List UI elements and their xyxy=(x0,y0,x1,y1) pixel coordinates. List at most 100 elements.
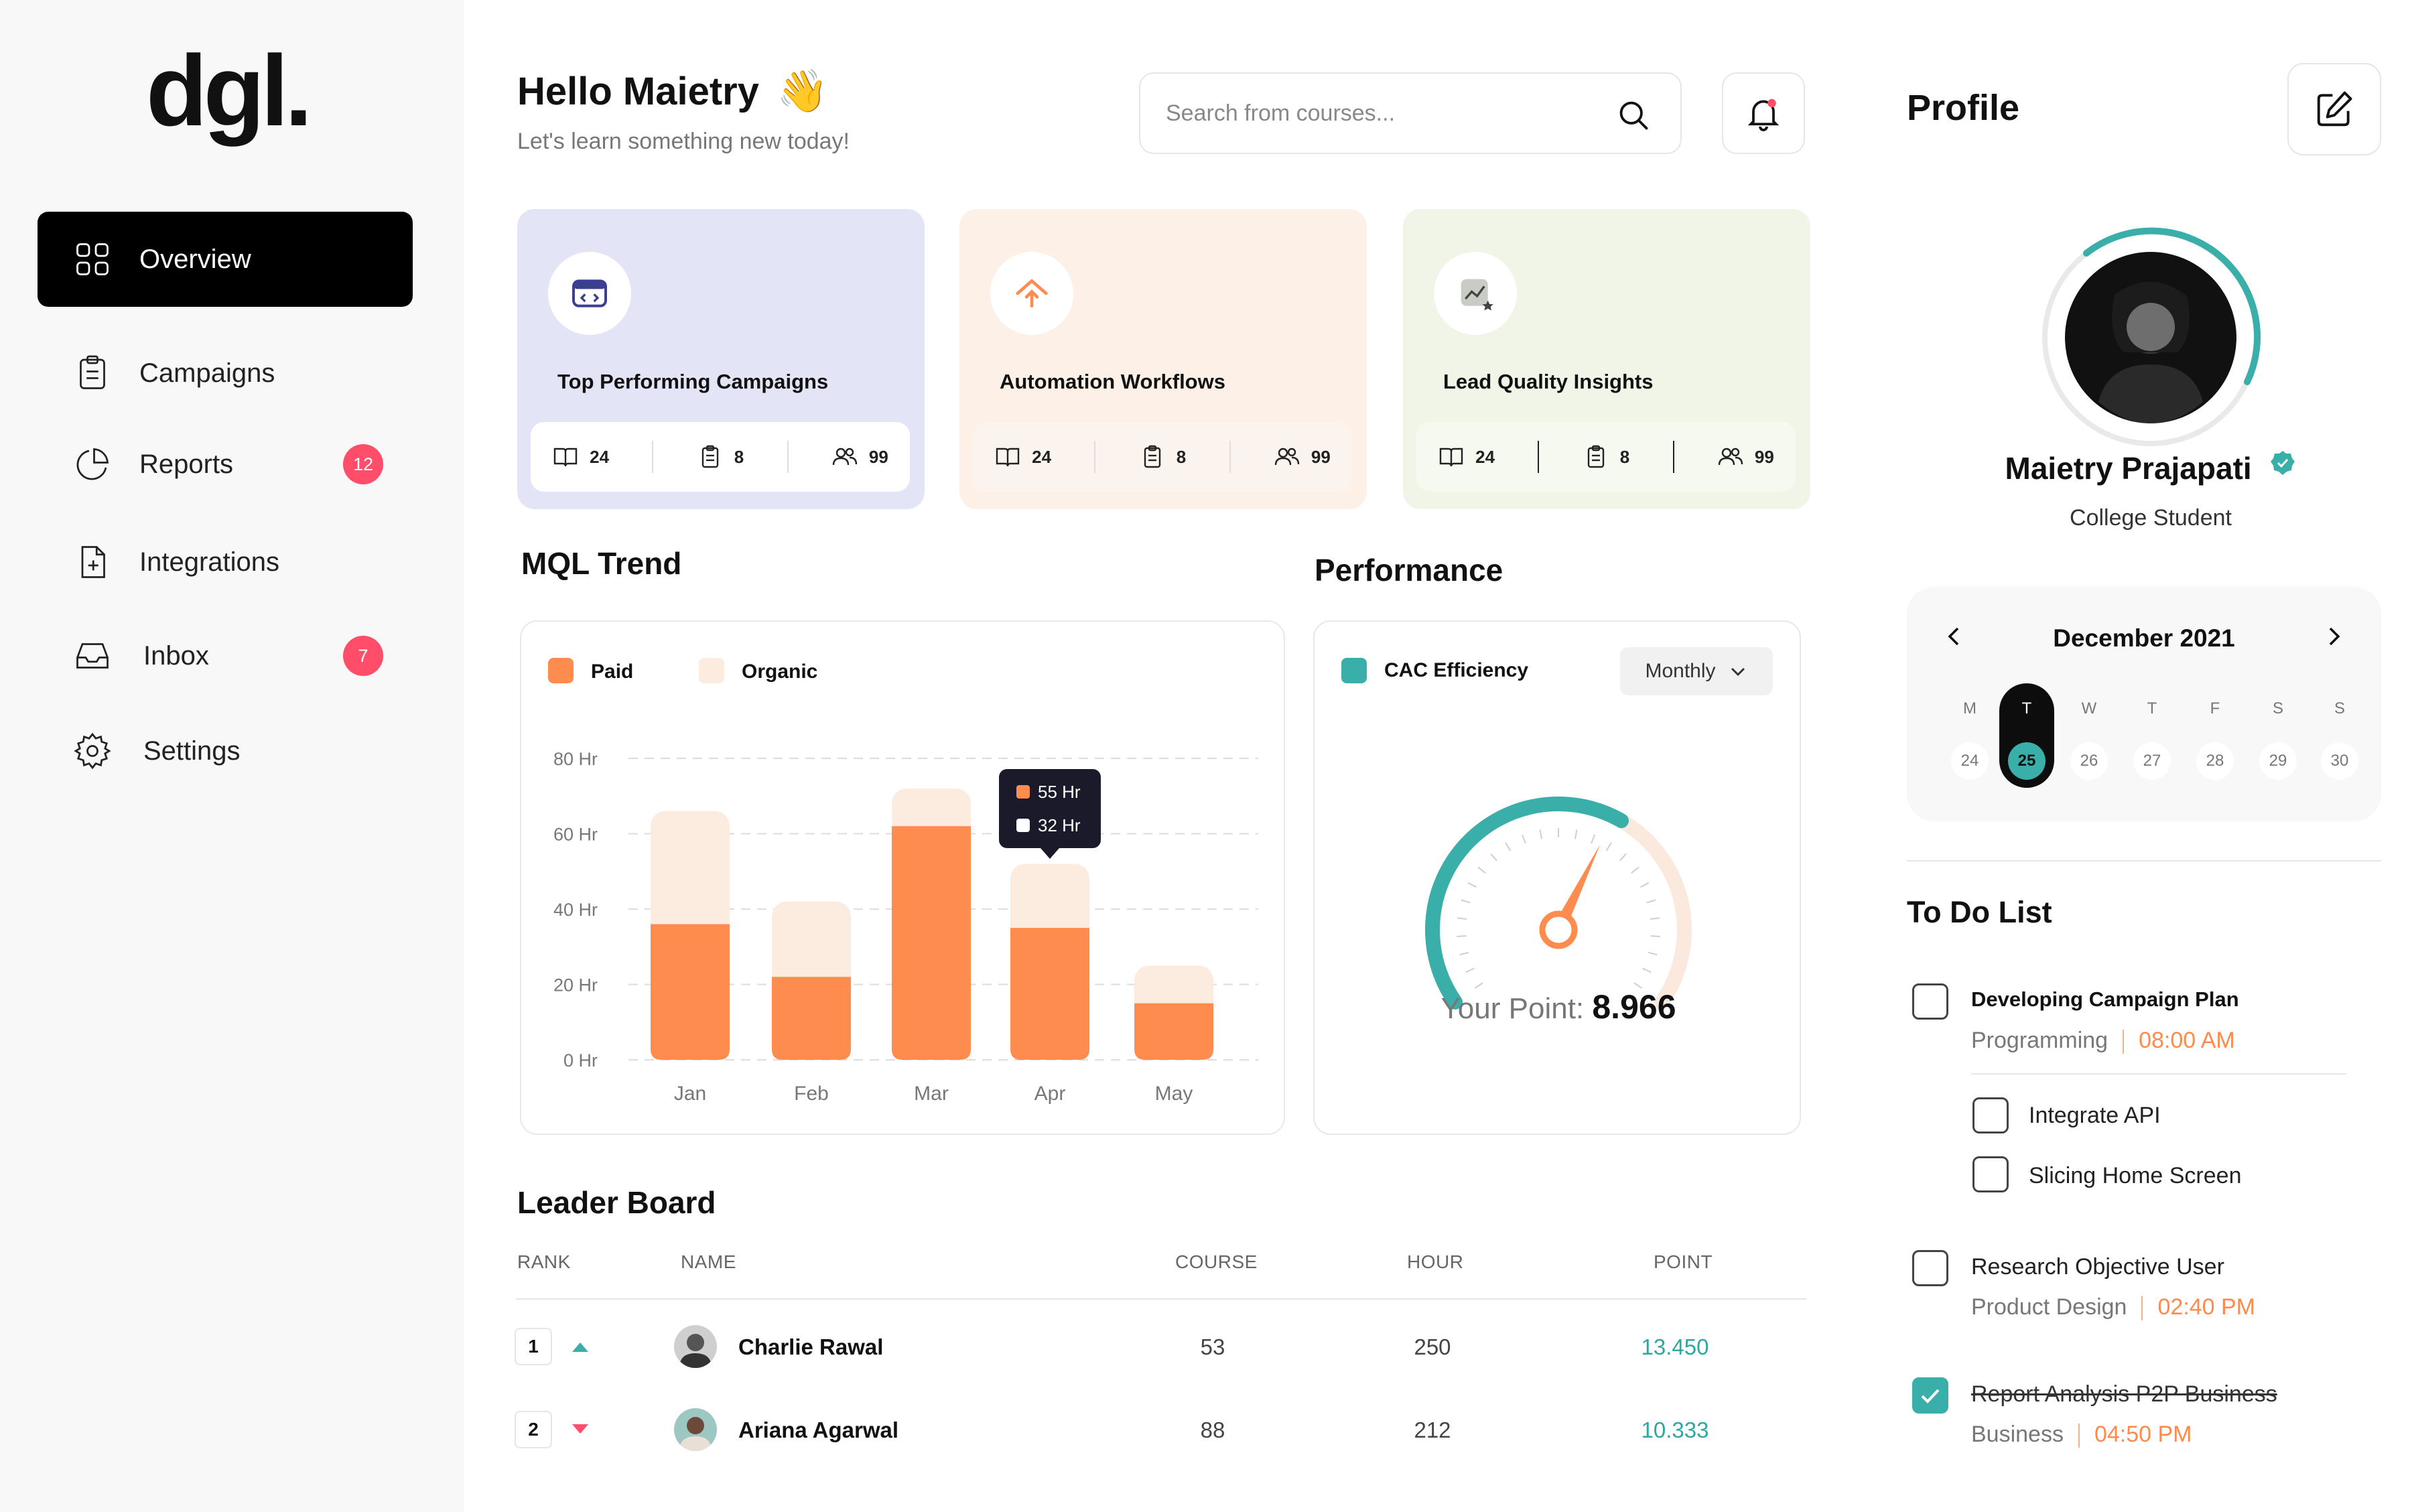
tooltip-arrow xyxy=(1041,848,1059,859)
code-window-icon xyxy=(548,252,631,335)
your-point: Your Point: 8.966 xyxy=(1315,987,1802,1026)
stat-divider xyxy=(1538,441,1540,473)
period-dropdown[interactable]: Monthly xyxy=(1620,647,1773,695)
brand-logo[interactable]: dgl. xyxy=(146,34,313,147)
calendar-date-selected[interactable]: 25 xyxy=(2008,742,2046,780)
notification-badge: 7 xyxy=(343,636,383,676)
search-input[interactable] xyxy=(1166,100,1581,127)
users-icon xyxy=(1718,448,1743,466)
gauge-tick xyxy=(1465,967,1475,973)
profile-avatar[interactable] xyxy=(2034,221,2267,454)
stat-members: 99 xyxy=(1274,443,1331,470)
calendar-date[interactable]: 28 xyxy=(2196,742,2234,780)
users-icon xyxy=(832,448,858,466)
users-icon xyxy=(1274,448,1300,466)
todo-divider xyxy=(1971,1073,2346,1075)
todo-item-text: Report Analysis P2P Business xyxy=(1971,1381,2277,1407)
calendar-divider xyxy=(1907,860,2381,862)
gauge-needle xyxy=(1552,844,1601,933)
point-value: 13.450 xyxy=(1641,1334,1709,1359)
chevron-left-icon[interactable] xyxy=(1939,622,1968,651)
mql-chart: Paid Organic 0 Hr 20 Hr 40 Hr 60 Hr 80 Hr Jan Fe… xyxy=(520,620,1285,1135)
sidebar-item-inbox[interactable]: Inbox 7 xyxy=(38,608,413,703)
card-top-performing-campaigns[interactable]: Top Performing Campaigns 24 8 99 xyxy=(517,209,925,509)
edit-profile-button[interactable] xyxy=(2287,63,2381,155)
stat-members: 99 xyxy=(831,443,888,470)
sidebar-item-overview[interactable]: Overview xyxy=(38,212,413,307)
calendar-date[interactable]: 29 xyxy=(2259,742,2297,780)
gauge-tick xyxy=(1591,834,1595,844)
search-bar[interactable] xyxy=(1139,72,1682,154)
greeting-heading: Hello Maietry 👋 xyxy=(517,67,828,116)
stat-tasks: 8 xyxy=(697,443,744,470)
stat-divider xyxy=(787,441,789,473)
table-row[interactable]: 2 Ariana Agarwal 88 212 10.333 xyxy=(0,1401,2412,1462)
profile-title: Profile xyxy=(1907,88,2020,128)
house-arrow-icon xyxy=(990,252,1073,335)
weekday-label: W xyxy=(2081,699,2097,717)
stat-value: 8 xyxy=(734,446,744,467)
header-course[interactable]: COURSE xyxy=(1175,1251,1258,1272)
todo-item-meta: Programming 08:00 AM xyxy=(1971,1028,2235,1054)
gauge-tick xyxy=(1648,951,1658,956)
card-lead-quality-insights[interactable]: Lead Quality Insights 24 8 99 xyxy=(1403,209,1810,509)
leaderboard-divider xyxy=(516,1298,1806,1300)
todo-time: 02:40 PM xyxy=(2157,1294,2255,1320)
todo-item-meta: Business 04:50 PM xyxy=(1971,1422,2192,1448)
stat-value: 99 xyxy=(1311,446,1331,467)
book-icon xyxy=(996,448,1020,467)
greeting-subtitle: Let's learn something new today! xyxy=(517,129,850,154)
notification-button[interactable] xyxy=(1722,72,1805,154)
gauge-tick xyxy=(1642,967,1652,973)
stat-value: 24 xyxy=(1032,446,1052,467)
gauge-ticks xyxy=(1457,828,1660,989)
tooltip-swatch xyxy=(1016,819,1030,832)
user-name: Ariana Agarwal xyxy=(738,1418,899,1442)
sidebar-item-campaigns[interactable]: Campaigns xyxy=(38,326,413,421)
header-name[interactable]: NAME xyxy=(681,1251,736,1272)
y-tick-label: 80 Hr xyxy=(553,749,598,769)
calendar-date[interactable]: 24 xyxy=(1951,742,1989,780)
greeting-text: Hello Maietry xyxy=(517,70,759,113)
calendar-date[interactable]: 26 xyxy=(2070,742,2108,780)
gauge-tick xyxy=(1633,982,1643,989)
gauge-tick xyxy=(1461,899,1471,904)
trend-down-icon xyxy=(572,1424,588,1434)
clipboard-icon xyxy=(71,352,114,395)
todo-checkbox[interactable] xyxy=(1912,983,1948,1020)
gauge-tick xyxy=(1522,834,1526,844)
todo-checkbox[interactable] xyxy=(1972,1156,2009,1192)
clipboard-icon xyxy=(1587,445,1604,468)
card-title: Automation Workflows xyxy=(1000,370,1225,393)
todo-checkbox[interactable] xyxy=(1972,1097,2009,1133)
chevron-right-icon[interactable] xyxy=(2320,622,2349,651)
todo-checkbox-checked[interactable] xyxy=(1912,1377,1948,1414)
todo-title: To Do List xyxy=(1907,895,2052,929)
gauge-tick xyxy=(1639,882,1650,888)
gauge-tick xyxy=(1631,866,1639,874)
gauge-tick xyxy=(1457,935,1467,937)
weekday-label: T xyxy=(2021,699,2032,717)
stat-members: 99 xyxy=(1717,443,1774,470)
x-tick-label: Feb xyxy=(794,1083,829,1105)
header-rank[interactable]: RANK xyxy=(517,1251,571,1272)
legend-label: CAC Efficiency xyxy=(1384,659,1529,681)
card-automation-workflows[interactable]: Automation Workflows 24 8 99 xyxy=(959,209,1367,509)
sidebar-item-integrations[interactable]: Integrations xyxy=(38,514,413,610)
table-row[interactable]: 1 Charlie Rawal 53 250 13.450 xyxy=(0,1318,2412,1379)
calendar-date[interactable]: 27 xyxy=(2133,742,2171,780)
gauge-tick xyxy=(1459,951,1469,956)
sidebar-item-settings[interactable]: Settings xyxy=(38,703,413,799)
x-tick-label: Mar xyxy=(914,1083,949,1105)
header-hour[interactable]: HOUR xyxy=(1407,1251,1464,1272)
profile-name: Maietry Prajapati xyxy=(1809,448,2412,486)
point-label: Your Point: xyxy=(1440,992,1585,1025)
header-point[interactable]: POINT xyxy=(1654,1251,1713,1272)
todo-time: 08:00 AM xyxy=(2139,1028,2235,1053)
sidebar-item-reports[interactable]: Reports 12 xyxy=(38,417,413,512)
mql-section-title: MQL Trend xyxy=(521,546,682,581)
todo-item-meta: Product Design 02:40 PM xyxy=(1971,1294,2255,1321)
calendar-date[interactable]: 30 xyxy=(2321,742,2358,780)
search-icon[interactable] xyxy=(1616,98,1651,133)
todo-checkbox[interactable] xyxy=(1912,1250,1948,1286)
